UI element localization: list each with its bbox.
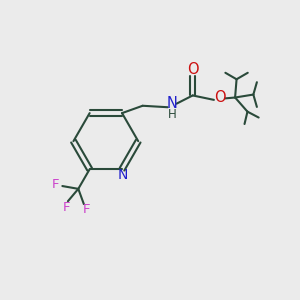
Text: H: H [168, 108, 176, 121]
Text: F: F [52, 178, 60, 191]
Text: O: O [214, 90, 226, 105]
Text: N: N [117, 168, 128, 182]
Text: O: O [187, 62, 199, 77]
Text: F: F [63, 201, 70, 214]
Text: F: F [83, 203, 91, 216]
Text: N: N [167, 96, 178, 111]
